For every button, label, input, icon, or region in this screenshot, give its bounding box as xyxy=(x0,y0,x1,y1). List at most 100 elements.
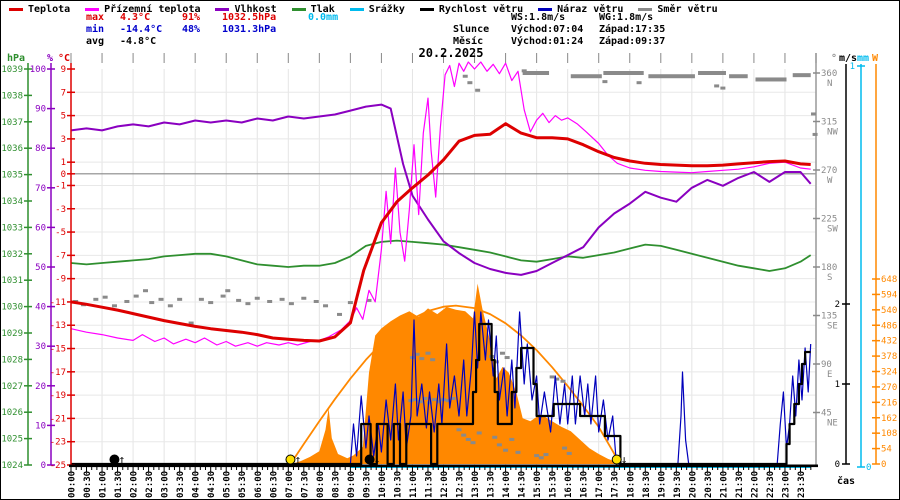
svg-text:21:30: 21:30 xyxy=(735,471,745,498)
svg-text:W: W xyxy=(827,176,833,186)
svg-text:90: 90 xyxy=(821,360,832,370)
svg-text:20:30: 20:30 xyxy=(704,471,714,498)
svg-text:04:00: 04:00 xyxy=(192,471,202,498)
legend-swatch-icon xyxy=(215,8,230,11)
stat-value: min xyxy=(86,24,105,35)
svg-text:19:30: 19:30 xyxy=(673,471,683,498)
svg-text:01:30: 01:30 xyxy=(114,471,124,498)
svg-text:°C: °C xyxy=(58,53,70,64)
legend-swatch-icon xyxy=(85,8,100,11)
stat-value: -4.8°C xyxy=(120,36,157,47)
svg-text:SW: SW xyxy=(827,224,838,234)
stat-value: WS:1.8m/s xyxy=(511,12,566,23)
stats-wind-sun-moon: WS:1.8m/s WG:1.8m/s Slunce Východ:07:04 Zápa… xyxy=(453,12,665,48)
svg-text:11:30: 11:30 xyxy=(424,471,434,498)
legend-swatch-icon xyxy=(419,8,434,11)
legend-label: Směr větru xyxy=(657,4,718,15)
svg-text:16:30: 16:30 xyxy=(580,471,590,498)
stat-value: WG:1.8m/s xyxy=(599,12,654,23)
stats-row: Slunce Východ:07:04 Západ:17:35 xyxy=(453,24,665,36)
svg-text:06:00: 06:00 xyxy=(254,471,264,498)
svg-text:324: 324 xyxy=(881,368,897,378)
svg-text:432: 432 xyxy=(881,337,897,347)
svg-text:0: 0 xyxy=(881,460,886,470)
legend-item: Směr větru xyxy=(638,4,718,15)
moon-set-marker xyxy=(364,454,375,465)
svg-text:-21: -21 xyxy=(50,414,66,424)
series-temp xyxy=(70,61,811,347)
series-ms xyxy=(71,322,811,466)
svg-text:08:30: 08:30 xyxy=(331,471,341,498)
svg-text:-9: -9 xyxy=(55,275,66,285)
svg-text:17:30: 17:30 xyxy=(611,471,621,498)
svg-text:1037: 1037 xyxy=(1,118,23,128)
svg-text:E: E xyxy=(827,370,832,380)
svg-text:1034: 1034 xyxy=(1,197,23,207)
svg-text:11:00: 11:00 xyxy=(409,471,419,498)
svg-text:7: 7 xyxy=(61,88,66,98)
svg-text:-1: -1 xyxy=(55,181,66,191)
svg-text:60: 60 xyxy=(35,223,46,233)
svg-text:50: 50 xyxy=(35,263,46,273)
svg-text:1033: 1033 xyxy=(1,223,23,233)
svg-text:378: 378 xyxy=(881,352,897,362)
svg-text:-19: -19 xyxy=(50,391,66,401)
svg-text:540: 540 xyxy=(881,306,897,316)
svg-text:03:00: 03:00 xyxy=(161,471,171,498)
stat-value: 91% xyxy=(182,12,201,23)
legend-label: Přízemní teplota xyxy=(104,4,201,15)
svg-text:05:00: 05:00 xyxy=(223,471,233,498)
series-hpa xyxy=(70,239,812,272)
svg-text:10: 10 xyxy=(35,421,46,431)
svg-text:18:30: 18:30 xyxy=(642,471,652,498)
svg-text:270: 270 xyxy=(881,383,897,393)
svg-text:S: S xyxy=(827,273,832,283)
svg-text:70: 70 xyxy=(35,184,46,194)
svg-text:1032: 1032 xyxy=(1,250,23,260)
series-solar-area xyxy=(291,283,622,464)
stats-min-max-avg: max 4.3°C 91% 1032.5hPa 0.0mm min -14.4°C 48% 10… xyxy=(86,12,368,48)
svg-text:09:00: 09:00 xyxy=(347,471,357,498)
svg-text:1: 1 xyxy=(850,62,855,72)
svg-text:30: 30 xyxy=(35,342,46,352)
svg-text:06:30: 06:30 xyxy=(269,471,279,498)
svg-text:2: 2 xyxy=(835,300,840,310)
svg-text:-17: -17 xyxy=(50,368,66,378)
sun-set-marker xyxy=(611,454,622,465)
svg-text:-15: -15 xyxy=(50,345,66,355)
svg-text:02:00: 02:00 xyxy=(130,471,140,498)
svg-text:22:30: 22:30 xyxy=(766,471,776,498)
stat-value: 4.3°C xyxy=(120,12,151,23)
svg-text:↑: ↑ xyxy=(294,453,301,466)
svg-text:1024: 1024 xyxy=(1,461,23,471)
svg-text:1039: 1039 xyxy=(1,65,23,75)
svg-text:10:30: 10:30 xyxy=(393,471,403,498)
stats-row: Měsíc Východ:01:24 Západ:09:37 xyxy=(453,36,665,48)
svg-text:315: 315 xyxy=(821,117,837,127)
svg-text:1036: 1036 xyxy=(1,144,23,154)
svg-text:1028: 1028 xyxy=(1,355,23,365)
stat-value: 48% xyxy=(182,24,201,35)
moon-rise-marker xyxy=(109,454,120,465)
svg-text:00:30: 00:30 xyxy=(83,471,93,498)
stats-row: min -14.4°C 48% 1031.3hPa xyxy=(86,24,368,36)
svg-text:-3: -3 xyxy=(55,205,66,215)
svg-text:90: 90 xyxy=(35,105,46,115)
sun-rise-marker xyxy=(285,454,296,465)
svg-text:216: 216 xyxy=(881,398,897,408)
series-pct xyxy=(70,103,812,276)
svg-text:1029: 1029 xyxy=(1,329,23,339)
stats-row: avg -4.8°C xyxy=(86,36,368,48)
legend-item: Rychlost větru xyxy=(419,4,523,15)
svg-text:09:30: 09:30 xyxy=(362,471,372,498)
svg-text:9: 9 xyxy=(61,65,66,75)
svg-text:07:00: 07:00 xyxy=(285,471,295,498)
svg-text:360: 360 xyxy=(821,69,837,79)
svg-text:13:00: 13:00 xyxy=(471,471,481,498)
stat-value: -14.4°C xyxy=(120,24,163,35)
svg-text:W: W xyxy=(872,53,879,64)
stat-value: Východ:07:04 xyxy=(511,24,584,35)
legend-swatch-icon xyxy=(291,8,306,11)
